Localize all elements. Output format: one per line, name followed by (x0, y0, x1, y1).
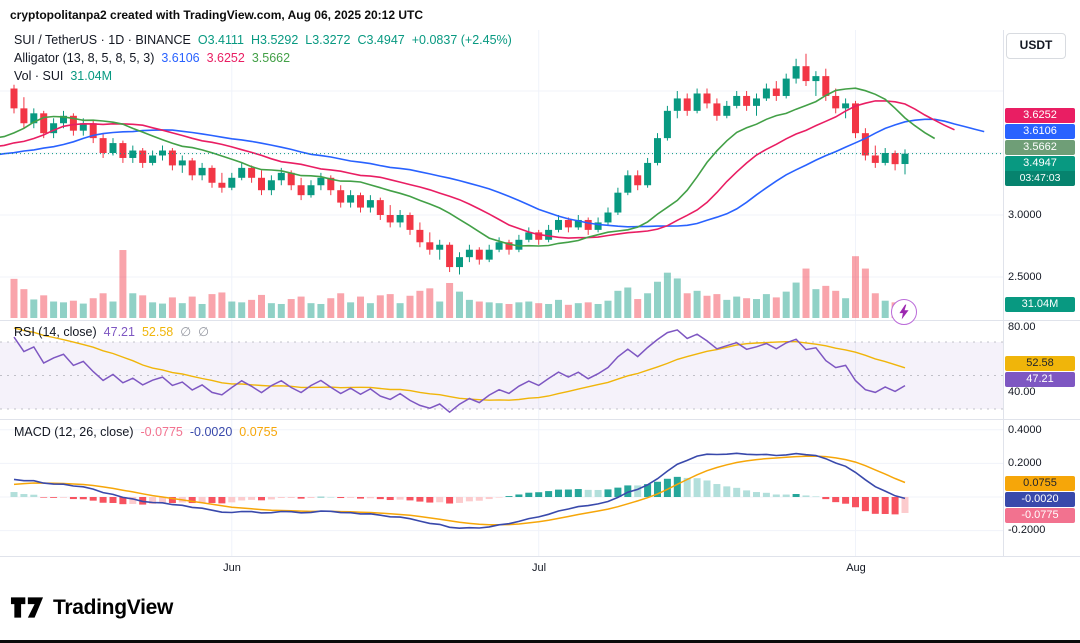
macd-line-value: -0.0020 (189, 425, 233, 439)
rsi-badge: 47.21 (1005, 372, 1075, 387)
pane-separator[interactable] (0, 419, 1080, 420)
bar-countdown: 03:47:03 (1005, 171, 1075, 186)
macd-axis-label: 0.4000 (1008, 424, 1042, 436)
price-axis-label: 3.0000 (1008, 209, 1042, 221)
month-label-jun: Jun (223, 562, 241, 574)
month-label-aug: Aug (846, 562, 866, 574)
tradingview-wordmark: TradingView (53, 595, 174, 619)
attribution-text: cryptopolitanpa2 created with TradingVie… (10, 8, 424, 22)
alligator-teeth-value: 3.6252 (206, 51, 245, 65)
symbol-legend: SUI / TetherUS · 1D · BINANCE O3.4111 H3… (14, 33, 512, 48)
currency-toggle-button[interactable]: USDT (1006, 33, 1066, 59)
macd-legend: MACD (12, 26, close) -0.0775 -0.0020 0.0… (14, 425, 278, 440)
alligator-jaw-badge: 3.6106 (1005, 124, 1075, 139)
alligator-lips-badge: 3.5662 (1005, 140, 1075, 155)
last-price-value: 3.4947 (1023, 157, 1057, 169)
macd-hist-value: -0.0775 (140, 425, 183, 439)
tradingview-logo-icon (10, 597, 44, 618)
alligator-teeth-badge: 3.6252 (1005, 108, 1075, 123)
alligator-lips-value: 3.5662 (251, 51, 291, 65)
alligator-legend: Alligator (13, 8, 5, 8, 5, 3) 3.6106 3.6… (14, 51, 290, 66)
lightning-icon (899, 304, 909, 320)
pane-separator[interactable] (0, 320, 1080, 321)
rsi-title[interactable]: RSI (14, close) (14, 325, 97, 339)
macd-line-badge: -0.0020 (1005, 492, 1075, 507)
rsi-ma-badge: 52.58 (1005, 356, 1075, 371)
macd-signal-badge: 0.0755 (1005, 476, 1075, 491)
symbol-title[interactable]: SUI / TetherUS · 1D · BINANCE (14, 33, 191, 47)
rsi-axis-label: 40.00 (1008, 386, 1036, 398)
volume-value: 31.04M (70, 69, 113, 83)
macd-axis-label: 0.2000 (1008, 457, 1042, 469)
price-axis-separator (1003, 30, 1004, 557)
macd-title[interactable]: MACD (12, 26, close) (14, 425, 134, 439)
macd-signal-value: 0.0755 (239, 425, 278, 439)
tradingview-logo-link[interactable]: TradingView (10, 594, 173, 621)
last-price-badge: 3.4947 03:47:03 (1005, 156, 1075, 186)
ohlc-change: +0.0837 (+2.45%) (411, 33, 512, 47)
rsi-legend: RSI (14, close) 47.21 52.58 ∅ ∅ (14, 325, 209, 340)
ohlc-low: L3.3272 (305, 33, 351, 47)
rsi-ma-value: 52.58 (141, 325, 174, 339)
time-axis-separator (0, 556, 1080, 557)
price-axis-label: 2.5000 (1008, 271, 1042, 283)
rsi-value: 47.21 (103, 325, 135, 339)
rsi-axis-label: 80.00 (1008, 321, 1036, 333)
rsi-divergence-2: ∅ (198, 325, 210, 339)
month-label-jul: Jul (531, 562, 547, 574)
alligator-jaw-value: 3.6106 (161, 51, 200, 65)
volume-badge: 31.04M (1005, 297, 1075, 312)
rsi-divergence-1: ∅ (180, 325, 192, 339)
ohlc-open: O3.4111 (197, 33, 245, 47)
volume-title[interactable]: Vol · SUI (14, 69, 64, 83)
alligator-title[interactable]: Alligator (13, 8, 5, 8, 5, 3) (14, 51, 155, 65)
ohlc-high: H3.5292 (251, 33, 299, 47)
ohlc-close: C3.4947 (357, 33, 405, 47)
volume-legend: Vol · SUI 31.04M (14, 69, 112, 84)
macd-axis-label: -0.2000 (1008, 524, 1046, 536)
lightning-button[interactable] (891, 299, 917, 325)
bottom-border-bar (0, 640, 1080, 643)
macd-hist-badge: -0.0775 (1005, 508, 1075, 523)
